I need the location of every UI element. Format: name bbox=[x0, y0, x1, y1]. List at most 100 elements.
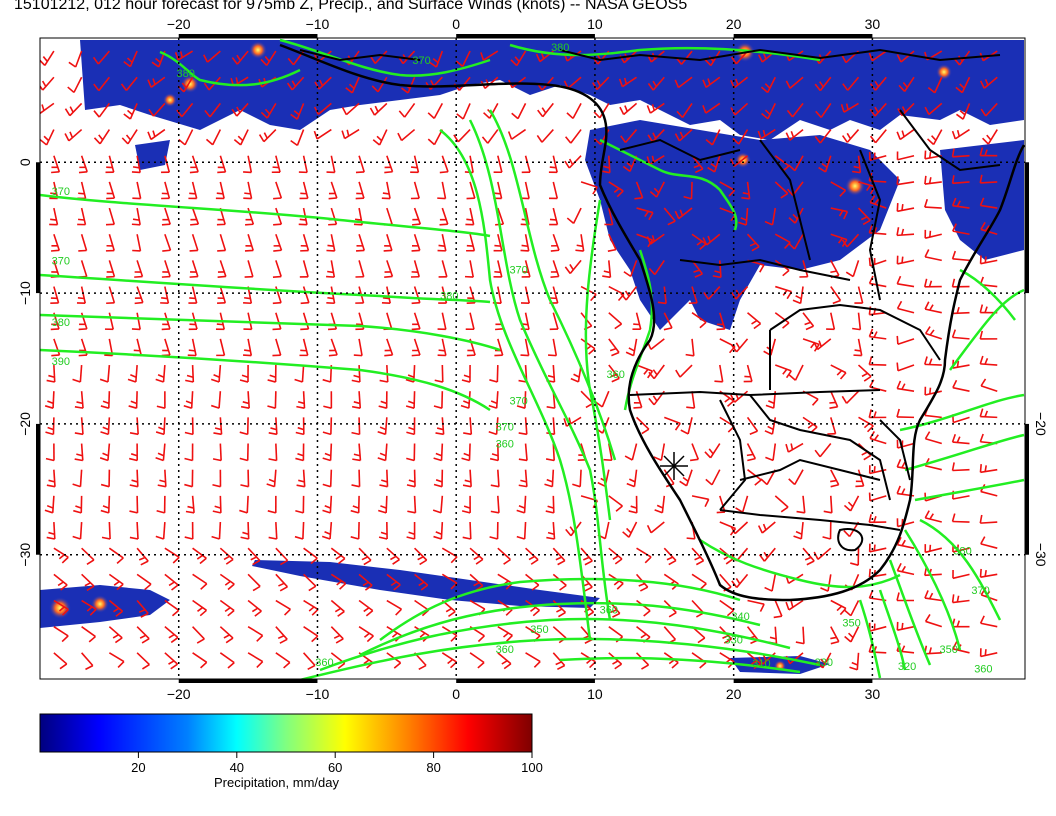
wind-barb bbox=[520, 338, 530, 357]
wind-barb bbox=[49, 207, 59, 226]
wind-barb bbox=[951, 128, 970, 140]
wind-barb bbox=[896, 380, 915, 392]
wind-barb bbox=[691, 573, 707, 590]
wind-barb bbox=[383, 207, 393, 226]
wind-barb bbox=[330, 573, 347, 590]
precipitation-field bbox=[40, 40, 1024, 674]
wind-barb bbox=[840, 102, 859, 113]
wind-barb bbox=[239, 495, 249, 514]
frame-bar bbox=[1025, 162, 1029, 294]
lon-tick-label-bottom: 30 bbox=[865, 686, 881, 702]
wind-barb bbox=[81, 626, 96, 643]
wind-barb bbox=[843, 495, 860, 512]
wind-barb bbox=[185, 365, 195, 383]
wind-barb bbox=[896, 255, 915, 265]
wind-barb bbox=[77, 207, 87, 226]
wind-barb bbox=[453, 129, 471, 143]
wind-barb bbox=[980, 536, 998, 549]
wind-barb bbox=[507, 128, 527, 140]
border bbox=[879, 419, 911, 481]
border bbox=[629, 389, 881, 397]
contour-labels: 380 370 380 370 370 380 390 380 370 370 370 360 360 3… bbox=[52, 42, 993, 675]
colorbar-tick-label: 60 bbox=[328, 760, 342, 775]
contour-line bbox=[40, 273, 491, 304]
wind-barb bbox=[738, 207, 749, 226]
wind-barb bbox=[51, 155, 61, 174]
wind-barb bbox=[980, 102, 998, 117]
wind-barb bbox=[593, 102, 610, 119]
contour-line bbox=[279, 38, 491, 77]
wind-barb bbox=[162, 233, 172, 252]
wind-barb bbox=[247, 652, 264, 668]
wind-barb bbox=[813, 338, 832, 351]
wind-barb bbox=[275, 599, 291, 616]
wind-barb bbox=[566, 103, 582, 120]
wind-barb bbox=[691, 599, 705, 618]
border bbox=[739, 458, 881, 481]
wind-barb bbox=[814, 443, 832, 458]
wind-barb bbox=[298, 155, 308, 174]
wind-barb bbox=[381, 286, 391, 305]
wind-barb bbox=[189, 155, 199, 174]
lon-tick-label-bottom: −10 bbox=[306, 686, 330, 702]
wind-barb bbox=[461, 495, 471, 514]
wind-barb bbox=[99, 443, 111, 462]
contour-label: 320 bbox=[898, 661, 916, 673]
wind-barb bbox=[952, 570, 970, 580]
wind-barb bbox=[384, 260, 394, 278]
wind-barb bbox=[217, 233, 227, 252]
wind-barb bbox=[314, 76, 332, 90]
wind-barb bbox=[521, 260, 531, 278]
wind-barb bbox=[719, 652, 735, 669]
wind-barb bbox=[300, 286, 310, 305]
wind-barb bbox=[490, 469, 500, 488]
wind-barb bbox=[927, 129, 943, 146]
wind-barb bbox=[302, 652, 316, 671]
wind-barb bbox=[719, 599, 735, 617]
wind-barb bbox=[247, 573, 261, 592]
wind-barb bbox=[620, 129, 638, 144]
wind-barb bbox=[239, 417, 249, 436]
wind-barb bbox=[247, 547, 261, 566]
wind-barb bbox=[101, 521, 111, 540]
wind-barb bbox=[746, 416, 759, 435]
contour-label: 330 bbox=[724, 635, 742, 647]
wind-barb bbox=[735, 495, 749, 513]
wind-barb bbox=[371, 76, 388, 93]
wind-barb bbox=[855, 469, 865, 488]
wind-barb bbox=[161, 181, 171, 200]
wind-barb bbox=[830, 260, 840, 279]
contour-line bbox=[888, 559, 932, 666]
contour-line bbox=[914, 478, 1025, 502]
wind-barb bbox=[381, 181, 391, 200]
wind-barb bbox=[822, 522, 832, 540]
wind-barb bbox=[979, 255, 998, 265]
wind-barb bbox=[330, 547, 346, 565]
wind-barb bbox=[148, 102, 166, 117]
wind-barb bbox=[378, 522, 388, 540]
wind-barb bbox=[129, 417, 139, 436]
wind-barb bbox=[240, 391, 250, 409]
wind-barb bbox=[161, 338, 171, 357]
wind-barb bbox=[624, 443, 638, 461]
wind-barb bbox=[663, 312, 673, 331]
wind-barb bbox=[714, 364, 724, 383]
frame-bar bbox=[36, 162, 40, 294]
wind-barb bbox=[210, 364, 222, 383]
colorbar-tick-label: 80 bbox=[426, 760, 440, 775]
wind-barb bbox=[979, 147, 998, 157]
wind-barb bbox=[212, 443, 222, 462]
wind-barb bbox=[741, 181, 751, 200]
wind-barb bbox=[136, 626, 150, 644]
lat-tick-label-left: −20 bbox=[17, 412, 33, 436]
wind-barb bbox=[951, 433, 970, 445]
contour-label: 370 bbox=[412, 55, 430, 67]
wind-barb bbox=[525, 652, 541, 668]
lon-tick-label-top: −20 bbox=[167, 16, 191, 32]
wind-barb bbox=[858, 416, 874, 433]
wind-barb bbox=[636, 599, 651, 617]
wind-barb bbox=[271, 155, 281, 174]
wind-barb bbox=[129, 443, 139, 462]
wind-barb bbox=[40, 50, 55, 67]
